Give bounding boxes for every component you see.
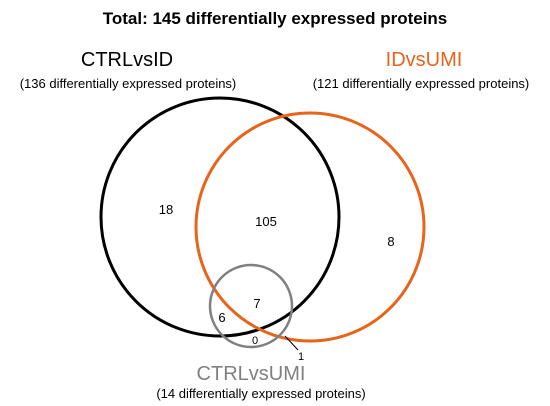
diagram-title: Total: 145 differentially expressed prot… [103, 9, 448, 28]
set-subtitle-ctrl-vs-umi: (14 differentially expressed proteins) [156, 386, 365, 401]
set-label-ctrl-vs-umi: CTRLvsUMI [197, 363, 306, 385]
circle-ctrl-vs-id [99, 96, 341, 338]
set-label-id-vs-umi: IDvsUMI [386, 49, 463, 71]
set-subtitle-id-vs-umi: (121 differentially expressed proteins) [313, 76, 530, 91]
region-count-ctrl-only: 18 [159, 202, 173, 217]
leader-line-id-umi [284, 335, 299, 351]
region-count-all-three: 7 [253, 296, 260, 311]
region-count-id-only: 8 [387, 234, 394, 249]
set-label-ctrl-vs-id: CTRLvsID [81, 49, 173, 71]
region-count-ctrl-id: 105 [255, 214, 277, 229]
region-count-ctrl-umi: 6 [218, 310, 225, 325]
circle-id-vs-umi [194, 111, 426, 343]
set-subtitle-ctrl-vs-id: (136 differentially expressed proteins) [20, 76, 237, 91]
region-count-id-umi: 1 [298, 351, 304, 363]
circle-ctrl-vs-umi [208, 263, 294, 349]
region-count-umi-only: 0 [252, 335, 258, 347]
